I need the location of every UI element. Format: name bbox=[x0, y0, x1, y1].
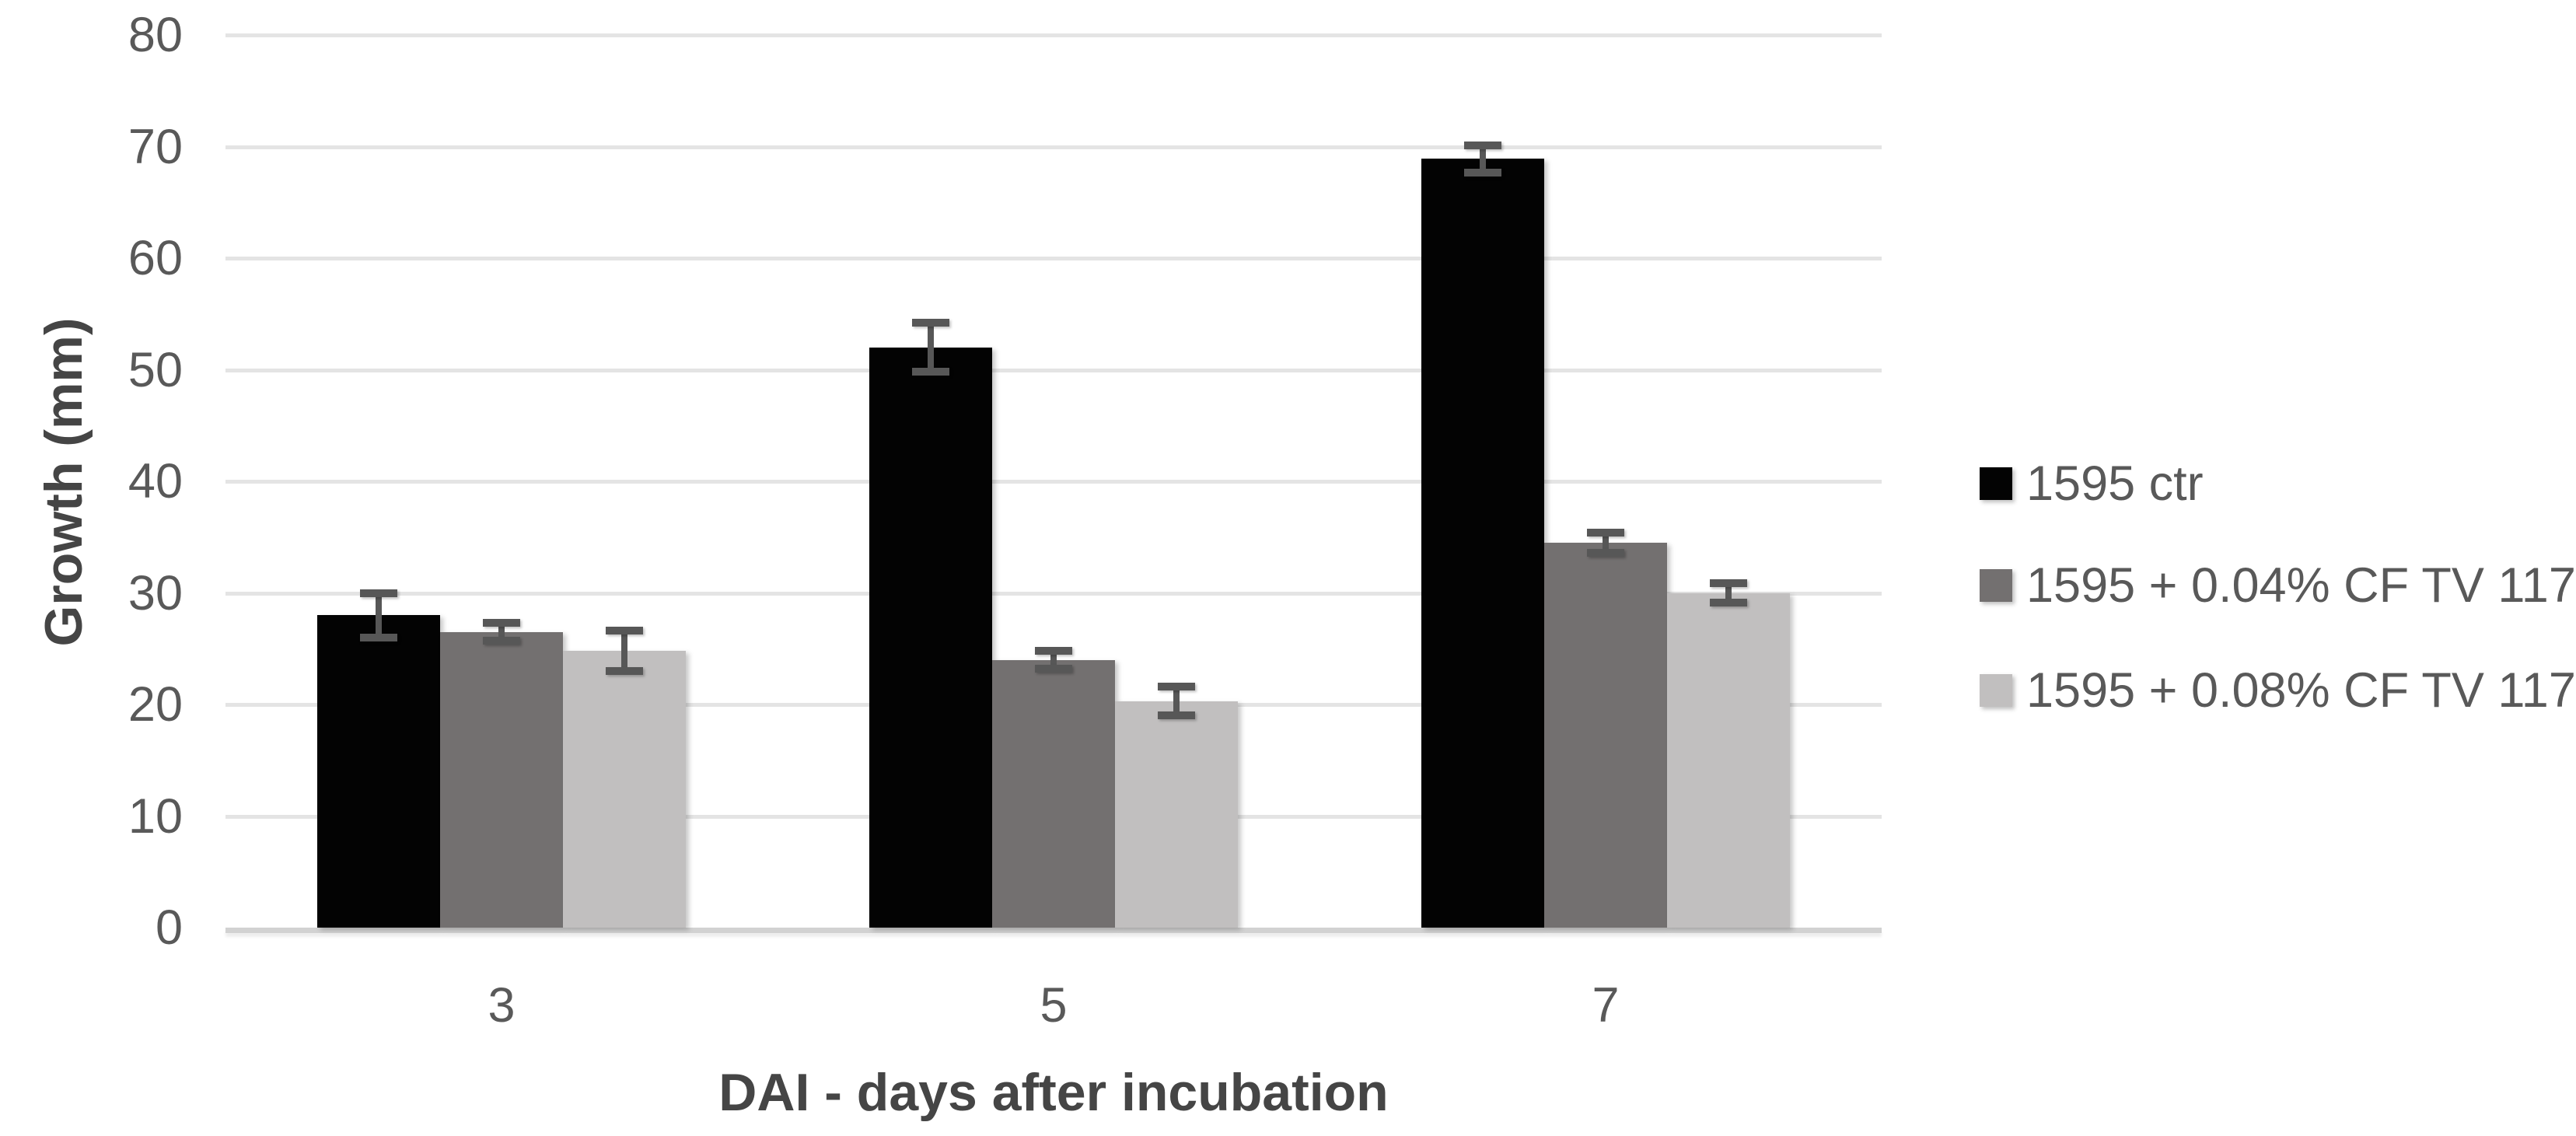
bar-series1-cat-3 bbox=[317, 615, 440, 928]
error-bar-stem bbox=[1603, 533, 1609, 553]
error-bar-cap bbox=[1710, 578, 1747, 587]
legend-swatch bbox=[1980, 674, 2012, 707]
error-bar-stem bbox=[1725, 582, 1732, 603]
legend-swatch bbox=[1980, 467, 2012, 500]
gridline bbox=[225, 33, 1882, 37]
error-bar-stem bbox=[1480, 145, 1486, 173]
error-bar-cap bbox=[1158, 683, 1195, 691]
error-bar-cap bbox=[1587, 529, 1624, 537]
bar-series2-cat-5 bbox=[992, 659, 1115, 928]
y-tick-label: 20 bbox=[128, 677, 183, 732]
bar-series2-cat-7 bbox=[1544, 542, 1667, 928]
error-bar-cap bbox=[1035, 647, 1072, 655]
error-bar-cap bbox=[360, 633, 397, 641]
error-bar-cap bbox=[606, 666, 643, 675]
x-axis-baseline bbox=[225, 928, 1882, 933]
error-bar-stem bbox=[498, 623, 505, 641]
x-tick-label: 5 bbox=[1040, 978, 1068, 1033]
error-bar-stem bbox=[376, 592, 382, 638]
legend-label: 1595 + 0.08% CF TV 117 bbox=[2026, 663, 2576, 718]
error-bar-cap bbox=[483, 619, 520, 627]
error-bar-cap bbox=[606, 627, 643, 635]
y-tick-label: 0 bbox=[155, 900, 183, 955]
legend-label: 1595 + 0.04% CF TV 117 bbox=[2026, 558, 2576, 613]
legend-item: 1595 ctr bbox=[1980, 459, 2204, 509]
bar-series2-cat-3 bbox=[440, 631, 563, 928]
x-tick-label: 7 bbox=[1592, 978, 1620, 1033]
x-tick-label: 3 bbox=[488, 978, 516, 1033]
error-bar-stem bbox=[1050, 651, 1057, 669]
x-axis-title: DAI - days after incubation bbox=[718, 1063, 1389, 1122]
gridline bbox=[225, 591, 1882, 596]
gridline bbox=[225, 368, 1882, 372]
y-tick-label: 60 bbox=[128, 231, 183, 285]
error-bar-cap bbox=[912, 368, 949, 376]
legend-label: 1595 ctr bbox=[2026, 456, 2204, 511]
error-bar-stem bbox=[928, 323, 934, 372]
bar-series1-cat-5 bbox=[869, 347, 992, 928]
y-tick-label: 50 bbox=[128, 342, 183, 397]
error-bar-cap bbox=[483, 637, 520, 645]
error-bar-cap bbox=[1464, 168, 1501, 177]
bar-series1-cat-7 bbox=[1421, 159, 1544, 928]
y-tick-label: 40 bbox=[128, 454, 183, 509]
error-bar-cap bbox=[1710, 599, 1747, 607]
error-bar-cap bbox=[1035, 665, 1072, 673]
error-bar-cap bbox=[1158, 711, 1195, 720]
bar-series3-cat-5 bbox=[1115, 701, 1238, 928]
error-bar-cap bbox=[1464, 142, 1501, 150]
bar-series3-cat-3 bbox=[563, 651, 686, 928]
error-bar-stem bbox=[1173, 687, 1180, 716]
y-axis-title: Growth (mm) bbox=[34, 317, 93, 647]
error-bar-stem bbox=[621, 631, 627, 671]
legend-item: 1595 + 0.08% CF TV 117 bbox=[1980, 666, 2576, 715]
y-tick-label: 30 bbox=[128, 565, 183, 620]
bar-series3-cat-7 bbox=[1667, 592, 1790, 928]
gridline bbox=[225, 145, 1882, 149]
y-tick-label: 70 bbox=[128, 119, 183, 174]
legend-swatch bbox=[1980, 569, 2012, 602]
y-tick-label: 10 bbox=[128, 788, 183, 844]
gridline bbox=[225, 257, 1882, 260]
error-bar-cap bbox=[1587, 548, 1624, 557]
gridline bbox=[225, 480, 1882, 484]
legend-item: 1595 + 0.04% CF TV 117 bbox=[1980, 561, 2576, 610]
error-bar-cap bbox=[360, 589, 397, 597]
error-bar-cap bbox=[912, 319, 949, 327]
y-tick-label: 80 bbox=[128, 8, 183, 62]
